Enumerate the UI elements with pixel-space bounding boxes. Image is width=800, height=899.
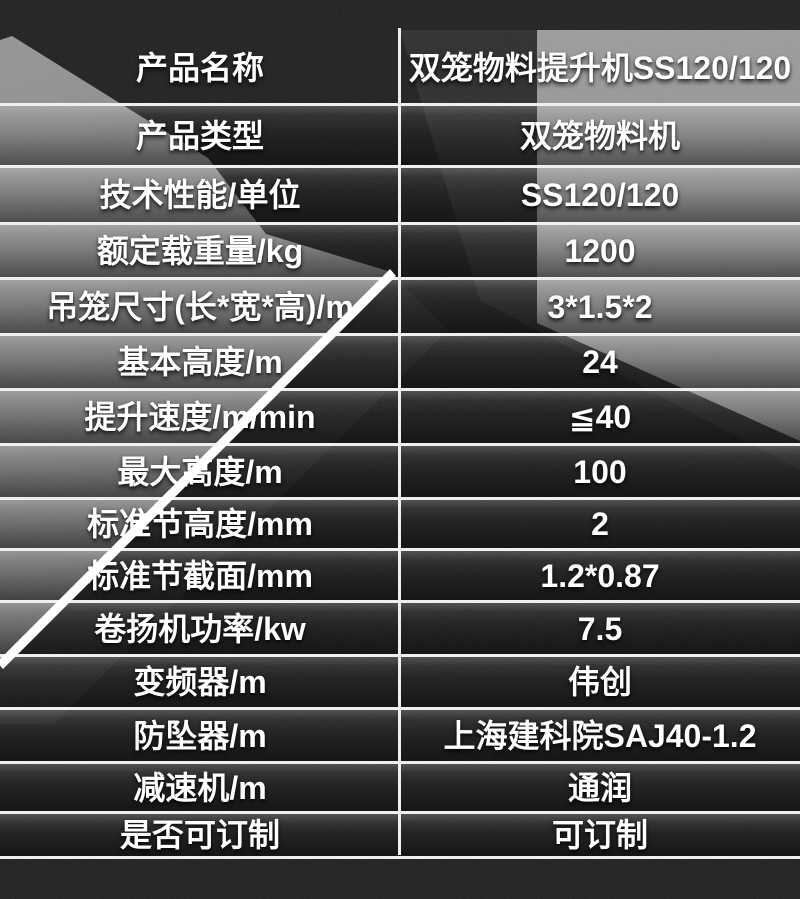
spec-label: 提升速度/m/min	[84, 399, 316, 435]
spec-value: 1.2*0.87	[540, 557, 660, 594]
spec-label: 额定载重量/kg	[96, 233, 304, 269]
spec-value: 可订制	[551, 817, 648, 853]
column-divider	[398, 28, 401, 855]
spec-label: 技术性能/单位	[99, 177, 301, 213]
spec-value: SS120/120	[520, 177, 680, 213]
spec-label: 产品类型	[135, 117, 264, 154]
spec-value: ≦40	[568, 399, 632, 435]
spec-label: 是否可订制	[119, 817, 280, 853]
spec-value: 1200	[564, 233, 636, 269]
spec-value: 双笼物料提升机SS120/120	[408, 50, 792, 86]
spec-label: 基本高度/m	[117, 344, 283, 380]
spec-value: 通润	[567, 769, 632, 806]
spec-label: 变频器/m	[133, 664, 267, 700]
spec-label: 防坠器/m	[133, 717, 267, 754]
spec-label: 减速机/m	[133, 769, 267, 806]
spec-label: 标准节截面/mm	[87, 557, 313, 594]
spec-value: 100	[573, 453, 627, 490]
spec-value: 2	[591, 506, 609, 542]
spec-label: 产品名称	[135, 50, 264, 86]
spec-value: 7.5	[577, 610, 623, 647]
spec-label: 标准节高度/mm	[87, 506, 313, 542]
spec-value: 伟创	[567, 664, 632, 700]
spec-value: 双笼物料机	[519, 117, 680, 154]
spec-value: 上海建科院SAJ40-1.2	[443, 717, 757, 754]
spec-value: 24	[582, 344, 618, 380]
spec-value: 3*1.5*2	[547, 288, 653, 325]
